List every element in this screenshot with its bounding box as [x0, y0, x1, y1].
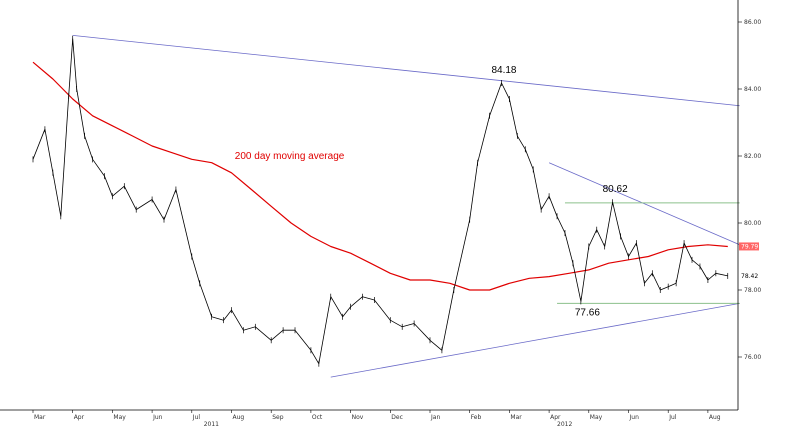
x-tick-label: Jul [668, 414, 677, 421]
plot-area [0, 0, 735, 410]
plot-background [0, 0, 735, 410]
year-label: 2011 [204, 421, 219, 428]
price-badge [739, 242, 759, 251]
x-tick-label: Sep [272, 414, 284, 421]
x-tick-label: Jun [629, 414, 640, 421]
price-badge [739, 271, 759, 280]
price-annotation: 77.66 [575, 307, 600, 318]
x-tick-label: Aug [709, 414, 721, 421]
x-tick-label: Mar [34, 414, 46, 421]
price-badge-label: 79.79 [741, 243, 758, 250]
price-badge-label: 78.42 [741, 273, 758, 280]
x-tick-label: Jul [192, 414, 201, 421]
trendline-lower-support [330, 303, 740, 378]
x-tick-label: May [590, 414, 603, 421]
year-label: 2012 [557, 421, 572, 428]
x-tick-label: Oct [312, 414, 323, 421]
y-tick-label: 82.00 [744, 153, 761, 160]
x-tick-label: Aug [233, 414, 245, 421]
y-tick-label: 86.00 [744, 19, 761, 26]
x-tick-label: Dec [391, 414, 403, 421]
x-tick-label: Feb [471, 414, 482, 421]
axes-layer: 86.00 84.00 82.00 80.00 78.00 76.00 Mar Apr May J… [0, 0, 761, 428]
range-lines-layer [557, 202, 740, 304]
x-tick-label: Nov [352, 414, 364, 421]
badges-layer: 79.79 78.42 [739, 242, 759, 280]
moving-average-label: 200 day moving average [235, 151, 345, 162]
moving-average-line [32, 61, 728, 291]
x-tick-label: Apr [74, 414, 85, 421]
trendline-descending-wedge-top [548, 162, 740, 246]
x-tick-label: Jan [430, 414, 440, 421]
y-tick-label: 80.00 [744, 220, 761, 227]
trendlines-layer [72, 35, 740, 378]
x-tick-label: Mar [510, 414, 522, 421]
annotations-layer: 84.18 80.62 77.66 200 day moving average [235, 65, 628, 318]
x-tick-label: Apr [550, 414, 561, 421]
price-layer [32, 35, 729, 367]
price-annotation: 80.62 [603, 184, 628, 195]
y-tick-label: 84.00 [744, 86, 761, 93]
trendline-upper-resistance [72, 35, 740, 107]
x-tick-label: Jun [152, 414, 163, 421]
price-annotation: 84.18 [491, 65, 516, 76]
y-tick-label: 78.00 [744, 287, 761, 294]
moving-average-layer [32, 61, 728, 291]
x-tick-label: May [113, 414, 126, 421]
y-tick-label: 76.00 [744, 354, 761, 361]
